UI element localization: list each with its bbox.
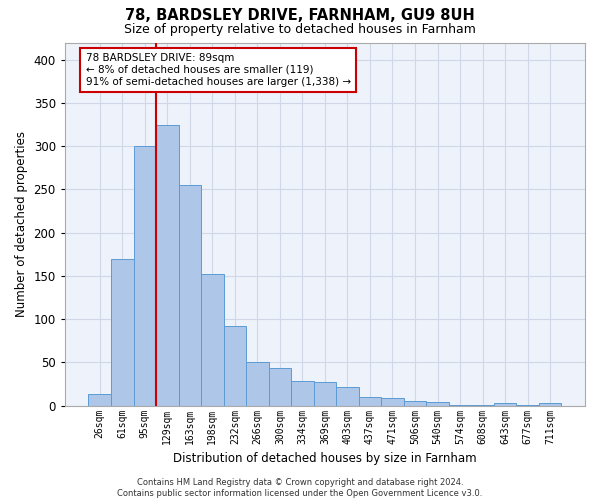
Text: Size of property relative to detached houses in Farnham: Size of property relative to detached ho… — [124, 22, 476, 36]
Bar — [134, 146, 156, 406]
Text: 78, BARDSLEY DRIVE, FARNHAM, GU9 8UH: 78, BARDSLEY DRIVE, FARNHAM, GU9 8UH — [125, 8, 475, 22]
Bar — [156, 124, 179, 406]
Bar — [88, 394, 111, 406]
Bar — [336, 388, 359, 406]
Bar — [314, 382, 336, 406]
Text: 78 BARDSLEY DRIVE: 89sqm
← 8% of detached houses are smaller (119)
91% of semi-d: 78 BARDSLEY DRIVE: 89sqm ← 8% of detache… — [86, 54, 351, 86]
Bar — [359, 397, 381, 406]
Y-axis label: Number of detached properties: Number of detached properties — [15, 131, 28, 317]
Bar — [381, 398, 404, 406]
Bar — [224, 326, 246, 406]
Bar — [404, 402, 426, 406]
Bar — [517, 405, 539, 406]
X-axis label: Distribution of detached houses by size in Farnham: Distribution of detached houses by size … — [173, 452, 477, 465]
Bar — [471, 405, 494, 406]
Bar — [449, 405, 471, 406]
Bar — [246, 362, 269, 406]
Bar — [201, 274, 224, 406]
Bar — [494, 403, 517, 406]
Bar — [269, 368, 291, 406]
Bar — [111, 258, 134, 406]
Bar — [426, 402, 449, 406]
Bar — [539, 403, 562, 406]
Bar — [291, 382, 314, 406]
Text: Contains HM Land Registry data © Crown copyright and database right 2024.
Contai: Contains HM Land Registry data © Crown c… — [118, 478, 482, 498]
Bar — [179, 185, 201, 406]
